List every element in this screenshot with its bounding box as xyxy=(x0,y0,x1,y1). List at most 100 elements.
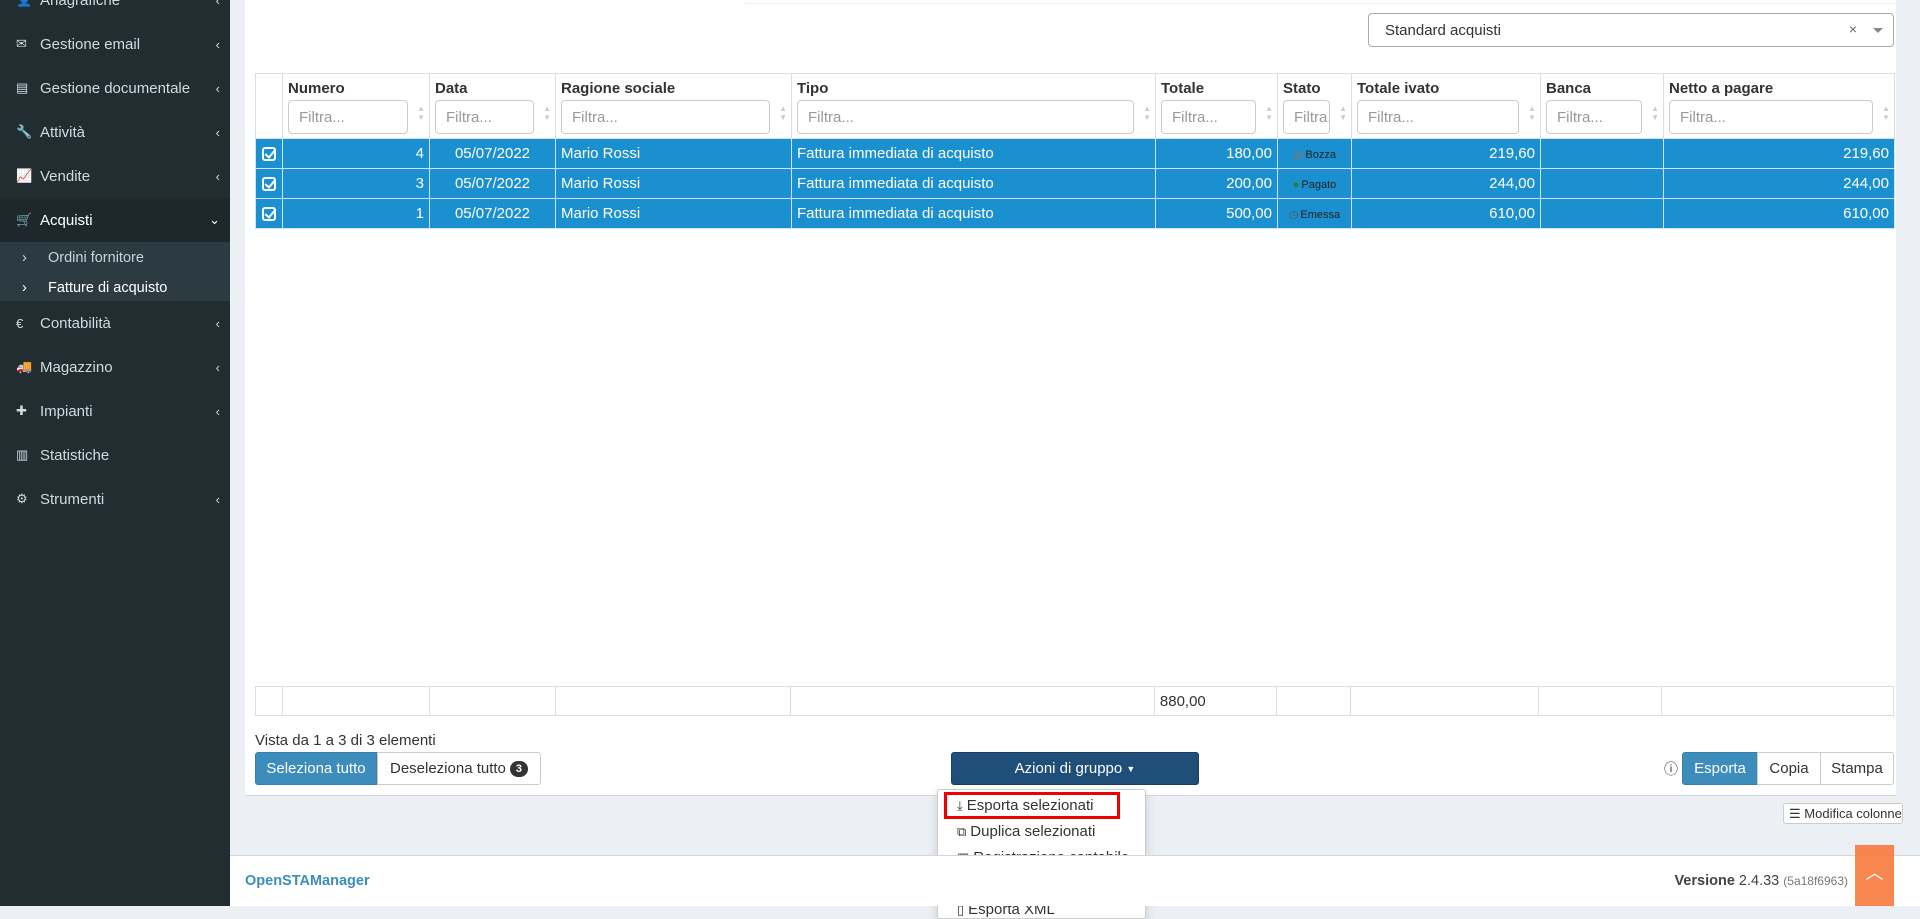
brand-link[interactable]: OpenSTAManager xyxy=(245,873,370,889)
column-filter-input[interactable]: Filtra... xyxy=(288,100,408,134)
sidebar-item-contabilità[interactable]: € Contabilità ‹ xyxy=(16,314,220,332)
column-filter-input[interactable]: Filtra... xyxy=(1161,100,1256,134)
pagination-info: Vista da 1 a 3 di 3 elementi xyxy=(255,732,436,749)
chevron-left-icon: ‹ xyxy=(215,359,220,375)
chevron-left-icon: ‹ xyxy=(215,403,220,419)
chevron-down-icon: ⌄ xyxy=(209,212,220,227)
status-badge: ▤ Bozza xyxy=(1293,149,1336,161)
chevron-left-icon: ‹ xyxy=(215,36,220,52)
truck-icon: 🚚 xyxy=(16,359,33,374)
help-icon[interactable]: ⓘ xyxy=(1664,761,1678,777)
export-button[interactable]: Esporta xyxy=(1682,752,1758,785)
checkbox-icon[interactable] xyxy=(262,147,276,162)
list-icon: ☰ xyxy=(1789,806,1801,821)
sidebar-item-attività[interactable]: 🔧 Attività ‹ xyxy=(16,123,220,141)
select-column xyxy=(255,73,283,139)
sidebar-item-vendite[interactable]: 📈 Vendite ‹ xyxy=(16,167,220,185)
shopping-cart-icon: 🛒 xyxy=(16,212,33,227)
group-actions-button[interactable]: Azioni di gruppo ▼ xyxy=(951,752,1199,785)
column-header[interactable]: Numero Filtra... ▲ ▼ xyxy=(282,73,430,139)
submenu-item[interactable]: › Ordini fornitore xyxy=(22,250,144,266)
scroll-to-top-button[interactable]: ︿ xyxy=(1855,845,1894,906)
sort-icon[interactable]: ▲ ▼ xyxy=(1143,104,1151,122)
bar-chart-icon: ▥ xyxy=(16,447,29,462)
sidebar-item-gestione-documentale[interactable]: ▤ Gestione documentale ‹ xyxy=(16,79,220,97)
page-footer: OpenSTAManager Versione 2.4.33 (5a18f696… xyxy=(230,855,1920,906)
chevron-left-icon: ‹ xyxy=(215,168,220,184)
select-all-button[interactable]: Seleziona tutto xyxy=(255,752,377,785)
submenu-item[interactable]: › Fatture di acquisto xyxy=(22,280,168,296)
table-footer-row: 880,00 xyxy=(255,686,1894,716)
menu-item[interactable]: ⤓ Esporta selezionati xyxy=(957,797,1094,814)
invoices-table: Numero Filtra... ▲ ▼ Data Filtra... ▲ ▼ Ragione … xyxy=(255,73,1895,229)
version-info: Versione 2.4.33 (5a18f6963) xyxy=(1674,873,1848,889)
chevron-left-icon: ‹ xyxy=(215,315,220,331)
sort-icon[interactable]: ▲ ▼ xyxy=(1882,104,1890,122)
sort-icon[interactable]: ▲ ▼ xyxy=(1528,104,1536,122)
column-header[interactable]: Ragione sociale Filtra... ▲ ▼ xyxy=(555,73,792,139)
download-icon: ⤓ xyxy=(957,798,963,813)
gear-icon: ⚙ xyxy=(16,491,28,506)
table-row[interactable]: 3 05/07/2022 Mario Rossi Fattura immedia… xyxy=(255,168,1895,199)
column-header[interactable]: Netto a pagare Filtra... ▲ ▼ xyxy=(1663,73,1895,139)
checkbox-icon[interactable] xyxy=(262,207,276,222)
submenu: › Ordini fornitore › Fatture di acquisto xyxy=(0,242,230,301)
table-row[interactable]: 1 05/07/2022 Mario Rossi Fattura immedia… xyxy=(255,198,1895,229)
copy-button[interactable]: Copia xyxy=(1757,752,1821,785)
chevron-up-icon: ︿ xyxy=(1865,863,1884,883)
check-circle-icon: ● xyxy=(1292,179,1300,191)
status-badge: ◷ Emessa xyxy=(1288,209,1341,221)
sort-icon[interactable]: ▲ ▼ xyxy=(1265,104,1273,122)
chevron-right-icon: › xyxy=(22,250,27,266)
caret-down-icon: ▼ xyxy=(1126,763,1136,774)
chevron-left-icon: ‹ xyxy=(215,80,220,96)
status-badge: ● Pagato xyxy=(1292,179,1337,191)
sort-icon[interactable]: ▲ ▼ xyxy=(417,104,425,122)
sidebar-item-acquisti[interactable]: 🛒 Acquisti ⌄ xyxy=(0,198,230,242)
column-header[interactable]: Data Filtra... ▲ ▼ xyxy=(429,73,556,139)
chevron-left-icon: ‹ xyxy=(215,124,220,140)
sort-icon[interactable]: ▲ ▼ xyxy=(1339,104,1347,122)
sidebar-item-magazzino[interactable]: 🚚 Magazzino ‹ xyxy=(16,358,220,376)
sidebar-item-strumenti[interactable]: ⚙ Strumenti ‹ xyxy=(16,490,220,508)
column-filter-input[interactable]: Filtra... xyxy=(1669,100,1873,134)
line-chart-icon: 📈 xyxy=(16,168,33,183)
sidebar: ›Ordini fornitore ›Fatture di acquisto 👤A… xyxy=(0,0,230,906)
view-preset-select[interactable]: Standard acquisti × xyxy=(1368,13,1894,47)
print-button[interactable]: Stampa xyxy=(1820,752,1894,785)
column-filter-input[interactable]: Filtra... xyxy=(797,100,1134,134)
clock-icon: ◷ xyxy=(1288,209,1299,221)
puzzle-icon: ✚ xyxy=(16,403,27,418)
column-header[interactable]: Tipo Filtra... ▲ ▼ xyxy=(791,73,1156,139)
sidebar-item-gestione-email[interactable]: ✉ Gestione email ‹ xyxy=(16,35,220,53)
column-header[interactable]: Totale ivato Filtra... ▲ ▼ xyxy=(1351,73,1541,139)
wrench-icon: 🔧 xyxy=(16,124,33,139)
menu-item[interactable]: ⧉ Duplica selezionati xyxy=(957,823,1096,840)
column-filter-input[interactable]: Filtra... xyxy=(435,100,534,134)
column-header[interactable]: Totale Filtra... ▲ ▼ xyxy=(1155,73,1278,139)
edit-columns-button[interactable]: ☰ Modifica colonne xyxy=(1783,803,1903,824)
selected-count-badge: 3 xyxy=(509,760,529,777)
sidebar-item-anagrafiche[interactable]: 👤Anagrafiche‹ xyxy=(0,0,230,22)
column-header[interactable]: Banca Filtra... ▲ ▼ xyxy=(1540,73,1664,139)
checkbox-icon[interactable] xyxy=(262,177,276,192)
chevron-left-icon: ‹ xyxy=(215,491,220,507)
clear-icon[interactable]: × xyxy=(1848,21,1857,37)
sidebar-item-impianti[interactable]: ✚ Impianti ‹ xyxy=(16,402,220,420)
chevron-right-icon: › xyxy=(22,280,27,296)
sidebar-item-statistiche[interactable]: ▥ Statistiche xyxy=(16,446,110,464)
sort-icon[interactable]: ▲ ▼ xyxy=(1651,104,1659,122)
sort-icon[interactable]: ▲ ▼ xyxy=(779,104,787,122)
column-filter-input[interactable]: Filtra... xyxy=(1283,100,1330,134)
column-filter-input[interactable]: Filtra... xyxy=(1357,100,1519,134)
file-icon: ▤ xyxy=(16,80,29,95)
column-filter-input[interactable]: Filtra... xyxy=(561,100,770,134)
sort-icon[interactable]: ▲ ▼ xyxy=(543,104,551,122)
dropdown-arrow-icon[interactable] xyxy=(1873,28,1883,33)
deselect-all-button[interactable]: Deseleziona tutto 3 xyxy=(377,752,541,785)
column-filter-input[interactable]: Filtra... xyxy=(1546,100,1642,134)
euro-icon: € xyxy=(16,315,24,331)
user-icon: 👤 xyxy=(16,0,40,8)
table-row[interactable]: 4 05/07/2022 Mario Rossi Fattura immedia… xyxy=(255,138,1895,169)
